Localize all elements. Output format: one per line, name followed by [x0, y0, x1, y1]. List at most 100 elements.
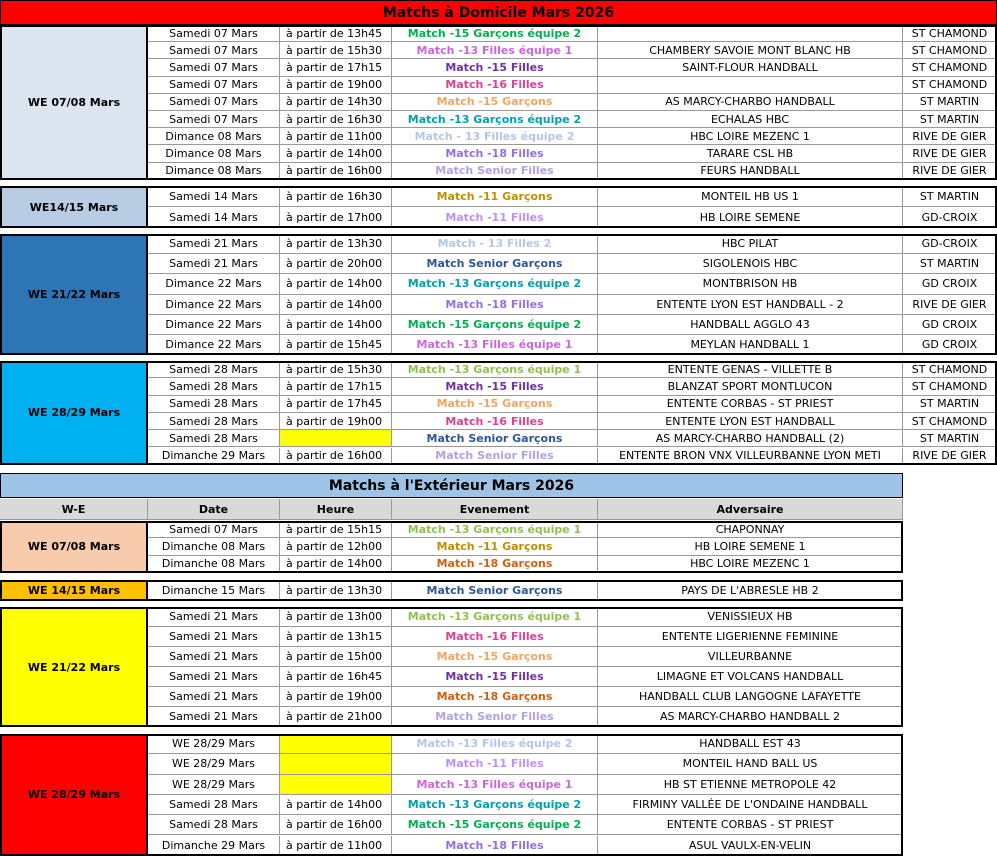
venue-cell: GD CROIX: [903, 314, 997, 335]
event-cell: Match -13 Filles équipe 2: [392, 734, 598, 755]
event-cell: Match -13 Garçons équipe 2: [392, 274, 598, 295]
time-cell: à partir de 16h00: [280, 447, 392, 465]
event-cell: Match -16 Filles: [392, 627, 598, 647]
date-cell: Samedi 07 Mars: [148, 42, 280, 60]
column-header: Date: [148, 499, 280, 520]
opponent-cell: SIGOLENOIS HBC: [598, 254, 903, 275]
event-cell: Match Senior Filles: [392, 447, 598, 465]
event-cell: Match -11 Garçons: [392, 538, 598, 556]
time-cell: à partir de 19h00: [280, 76, 392, 94]
date-cell: Dimance 22 Mars: [148, 294, 280, 315]
date-cell: Samedi 21 Mars: [148, 627, 280, 647]
time-cell: à partir de 13h45: [280, 25, 392, 43]
time-cell: à partir de 11h00: [280, 128, 392, 146]
time-cell: à partir de 15h15: [280, 521, 392, 539]
date-cell: Samedi 28 Mars: [148, 430, 280, 448]
opponent-cell: HB LOIRE SEMENE 1: [598, 538, 903, 556]
venue-cell: GD CROIX: [903, 335, 997, 356]
time-cell: à partir de 19h00: [280, 412, 392, 431]
date-cell: Samedi 14 Mars: [148, 186, 280, 207]
opponent-cell: ECHALAS HBC: [598, 111, 903, 129]
time-cell: à partir de 20h00: [280, 254, 392, 275]
time-cell: à partir de 17h00: [280, 207, 392, 228]
date-cell: Samedi 21 Mars: [148, 687, 280, 707]
column-header: W-E: [0, 499, 148, 520]
event-cell: Match -13 Garçons équipe 2: [392, 794, 598, 816]
opponent-cell: FIRMINY VALLÉE DE L'ONDAINE HANDBALL: [598, 794, 903, 816]
venue-cell: RIVE DE GIER: [903, 447, 997, 465]
opponent-cell: HANDBALL CLUB LANGOGNE LAFAYETTE: [598, 687, 903, 707]
event-cell: Match -11 Garçons: [392, 186, 598, 207]
opponent-cell: ENTENTE LYON EST HANDBALL - 2: [598, 294, 903, 315]
date-cell: Dimance 22 Mars: [148, 274, 280, 295]
date-cell: Samedi 07 Mars: [148, 76, 280, 94]
time-cell: à partir de 17h15: [280, 59, 392, 77]
opponent-cell: HBC PILAT: [598, 234, 903, 255]
venue-cell: ST MARTIN: [903, 430, 997, 448]
event-cell: Match -11 Filles: [392, 754, 598, 775]
date-cell: Samedi 28 Mars: [148, 794, 280, 816]
event-cell: Match -18 Garçons: [392, 555, 598, 573]
venue-cell: ST MARTIN: [903, 186, 997, 207]
venue-cell: ST CHAMOND: [903, 361, 997, 379]
date-cell: Dimanche 08 Mars: [148, 555, 280, 573]
time-cell: à partir de 17h15: [280, 378, 392, 396]
time-cell: à partir de 13h30: [280, 580, 392, 601]
date-cell: Samedi 28 Mars: [148, 412, 280, 431]
date-cell: Samedi 28 Mars: [148, 815, 280, 836]
time-cell: à partir de 16h00: [280, 815, 392, 836]
opponent-cell: ENTENTE CORBAS - ST PRIEST: [598, 815, 903, 836]
opponent-cell: HB LOIRE SEMENE: [598, 207, 903, 228]
event-cell: Match -15 Garçons: [392, 395, 598, 413]
opponent-cell: [598, 25, 903, 43]
opponent-cell: FEURS HANDBALL: [598, 162, 903, 180]
event-cell: Match -13 Garçons équipe 2: [392, 111, 598, 129]
date-cell: Samedi 21 Mars: [148, 707, 280, 727]
opponent-cell: AS MARCY-CHARBO HANDBALL 2: [598, 707, 903, 727]
time-cell: à partir de 15h45: [280, 335, 392, 356]
opponent-cell: HB ST ETIENNE METROPOLE 42: [598, 774, 903, 795]
opponent-cell: [598, 76, 903, 94]
opponent-cell: ENTENTE LIGERIENNE FEMININE: [598, 627, 903, 647]
opponent-cell: ENTENTE GENAS - VILLETTE B: [598, 361, 903, 379]
event-cell: Match -13 Filles équipe 1: [392, 335, 598, 356]
venue-cell: RIVE DE GIER: [903, 294, 997, 315]
venue-cell: ST CHAMOND: [903, 378, 997, 396]
opponent-cell: HANDBALL EST 43: [598, 734, 903, 755]
time-cell: à partir de 16h30: [280, 111, 392, 129]
column-header: Evenement: [392, 499, 598, 520]
event-cell: Match -18 Garçons: [392, 687, 598, 707]
event-cell: Match -18 Filles: [392, 294, 598, 315]
date-cell: Samedi 21 Mars: [148, 667, 280, 687]
date-cell: Dimanche 08 Mars: [148, 538, 280, 556]
opponent-cell: MONTEIL HAND BALL US: [598, 754, 903, 775]
venue-cell: GD-CROIX: [903, 234, 997, 255]
time-cell: à partir de 14h00: [280, 274, 392, 295]
venue-cell: GD-CROIX: [903, 207, 997, 228]
event-cell: Match -13 Filles équipe 1: [392, 774, 598, 795]
opponent-cell: PAYS DE L'ABRESLE HB 2: [598, 580, 903, 601]
time-cell: à partir de 14h00: [280, 314, 392, 335]
time-cell: à partir de 19h00: [280, 687, 392, 707]
venue-cell: ST CHAMOND: [903, 59, 997, 77]
opponent-cell: ASUL VAULX-EN-VELIN: [598, 835, 903, 856]
event-cell: Match Senior Garçons: [392, 430, 598, 448]
event-cell: Match -15 Filles: [392, 59, 598, 77]
event-cell: Match -15 Garçons: [392, 93, 598, 111]
date-cell: Samedi 28 Mars: [148, 361, 280, 379]
time-cell: [280, 774, 392, 795]
date-cell: Dimanche 29 Mars: [148, 447, 280, 465]
opponent-cell: CHAPONNAY: [598, 521, 903, 539]
date-cell: Dimance 22 Mars: [148, 335, 280, 356]
venue-cell: ST MARTIN: [903, 254, 997, 275]
time-cell: à partir de 14h30: [280, 93, 392, 111]
venue-cell: RIVE DE GIER: [903, 162, 997, 180]
time-cell: à partir de 12h00: [280, 538, 392, 556]
venue-cell: ST CHAMOND: [903, 412, 997, 431]
time-cell: à partir de 15h30: [280, 42, 392, 60]
event-cell: Match -18 Filles: [392, 145, 598, 163]
opponent-cell: CHAMBERY SAVOIE MONT BLANC HB: [598, 42, 903, 60]
opponent-cell: BLANZAT SPORT MONTLUCON: [598, 378, 903, 396]
group-label: WE 21/22 Mars: [0, 607, 148, 727]
